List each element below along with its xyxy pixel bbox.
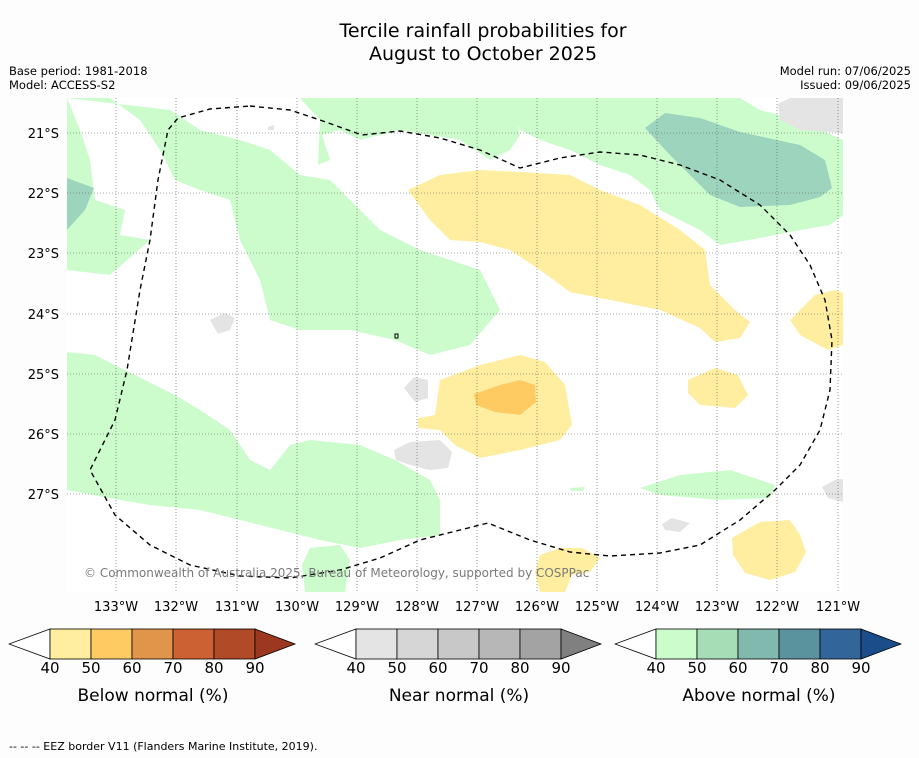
map-title: Tercile rainfall probabilities for Augus… xyxy=(0,20,919,66)
longitude-label: 124°W xyxy=(635,600,679,615)
colorbar-segment xyxy=(396,628,439,660)
below-normal-40-area xyxy=(408,170,843,592)
latitude-label: 27°S xyxy=(28,488,59,503)
colorbar-below-label: Below normal (%) xyxy=(77,686,229,706)
colorbar-above xyxy=(614,628,903,660)
colorbar-tick-label: 80 xyxy=(510,659,530,677)
colorbar-above-label: Above normal (%) xyxy=(682,686,836,706)
colorbar-tick-label: 60 xyxy=(428,659,448,677)
longitude-label: 130°W xyxy=(275,600,319,615)
colorbar-segment xyxy=(172,628,215,660)
colorbar-segment xyxy=(355,628,398,660)
title-line-1: Tercile rainfall probabilities for xyxy=(339,20,627,42)
colorbar-segment xyxy=(90,628,133,660)
colorbar-tick-label: 40 xyxy=(646,659,666,677)
colorbar-extend-high xyxy=(254,628,297,660)
model-run: Model run: 07/06/2025 xyxy=(779,64,911,78)
meta-left: Base period: 1981-2018 Model: ACCESS-S2 xyxy=(9,64,148,92)
colorbar-tick-label: 40 xyxy=(346,659,366,677)
colorbar-tick-label: 90 xyxy=(245,659,265,677)
colorbar-tick-label: 40 xyxy=(40,659,60,677)
colorbar-tick-label: 70 xyxy=(163,659,183,677)
probability-map: © Commonwealth of Australia 2025, Bureau… xyxy=(28,98,860,615)
contour-artifact xyxy=(394,333,399,339)
colorbar-extend-low xyxy=(314,628,357,660)
title-line-2: August to October 2025 xyxy=(368,43,598,65)
colorbar-segment xyxy=(778,628,821,660)
colorbar-tick-label: 50 xyxy=(387,659,407,677)
eez-footnote: -- -- -- EEZ border V11 (Flanders Marine… xyxy=(9,740,318,753)
colorbar-near-label: Near normal (%) xyxy=(388,686,530,706)
colorbar-segment xyxy=(131,628,174,660)
colorbar-tick-label: 70 xyxy=(769,659,789,677)
model-name: Model: ACCESS-S2 xyxy=(9,78,116,92)
latitude-labels: 21°S 22°S 23°S 24°S 25°S 26°S 27°S xyxy=(28,127,59,503)
longitude-label: 123°W xyxy=(695,600,739,615)
colorbar-tick-label: 60 xyxy=(728,659,748,677)
latitude-label: 26°S xyxy=(28,428,59,443)
colorbar-segment xyxy=(49,628,92,660)
below-normal-50-area xyxy=(474,380,536,415)
colorbar-segment xyxy=(437,628,480,660)
colorbar-segment xyxy=(737,628,780,660)
eez-border xyxy=(89,105,833,579)
colorbar-tick-label: 80 xyxy=(810,659,830,677)
colorbar-tick-label: 50 xyxy=(687,659,707,677)
longitude-label: 125°W xyxy=(575,600,619,615)
graticule-lines xyxy=(67,98,843,592)
longitude-label: 131°W xyxy=(215,600,259,615)
longitude-label: 121°W xyxy=(816,600,860,615)
colorbar-extend-high xyxy=(860,628,903,660)
longitude-label: 127°W xyxy=(455,600,499,615)
colorbar-tick-label: 60 xyxy=(122,659,142,677)
above-normal-50-area xyxy=(67,113,832,230)
colorbar-tick-label: 80 xyxy=(204,659,224,677)
issued-date: Issued: 09/06/2025 xyxy=(800,78,911,92)
latitude-label: 21°S xyxy=(28,127,59,142)
colorbar-segment xyxy=(478,628,521,660)
latitude-label: 24°S xyxy=(28,308,59,323)
longitude-labels: 133°W 132°W 131°W 130°W 129°W 128°W 127°W 126°W… xyxy=(94,600,860,615)
colorbar-segment xyxy=(519,628,562,660)
latitude-label: 23°S xyxy=(28,247,59,262)
longitude-label: 128°W xyxy=(395,600,439,615)
longitude-label: 129°W xyxy=(335,600,379,615)
longitude-label: 133°W xyxy=(94,600,138,615)
colorbar-extend-low xyxy=(614,628,657,660)
colorbar-segment xyxy=(819,628,862,660)
colorbar-segment xyxy=(213,628,256,660)
latitude-label: 25°S xyxy=(28,368,59,383)
colorbar-extend-high xyxy=(560,628,603,660)
base-period: Base period: 1981-2018 xyxy=(9,64,148,78)
longitude-label: 122°W xyxy=(755,600,799,615)
colorbar-tick-label: 50 xyxy=(81,659,101,677)
map-copyright: © Commonwealth of Australia 2025, Bureau… xyxy=(84,566,589,580)
meta-right: Model run: 07/06/2025 Issued: 09/06/2025 xyxy=(780,64,911,92)
colorbar-tick-label: 90 xyxy=(851,659,871,677)
colorbar-extend-low xyxy=(8,628,51,660)
colorbar-segment xyxy=(655,628,698,660)
above-normal-40-area xyxy=(67,98,843,592)
colorbar-tick-label: 90 xyxy=(551,659,571,677)
colorbar-segment xyxy=(696,628,739,660)
longitude-label: 126°W xyxy=(515,600,559,615)
colorbar-below xyxy=(8,628,297,660)
colorbar-tick-label: 70 xyxy=(469,659,489,677)
longitude-label: 132°W xyxy=(154,600,198,615)
colorbar-near xyxy=(314,628,603,660)
near-normal-40-area xyxy=(210,98,843,532)
latitude-label: 22°S xyxy=(28,187,59,202)
